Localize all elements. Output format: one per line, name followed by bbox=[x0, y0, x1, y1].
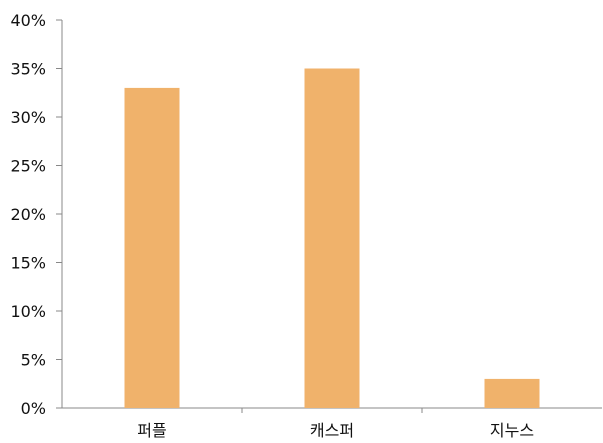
bar-2 bbox=[304, 68, 360, 408]
y-tick-label: 15% bbox=[10, 254, 46, 273]
x-category-label: 퍼플 bbox=[137, 421, 166, 440]
y-axis-ticks: 0% 5% 10% 15% 20% 25% 30% 35% 40% bbox=[10, 11, 62, 418]
y-tick-label: 10% bbox=[10, 302, 46, 321]
bar-series bbox=[124, 68, 540, 409]
x-category-label: 지누스 bbox=[490, 421, 534, 440]
y-tick-label: 5% bbox=[21, 351, 46, 370]
y-tick-label: 0% bbox=[21, 399, 46, 418]
bar-3 bbox=[484, 378, 540, 408]
y-tick-label: 35% bbox=[10, 60, 46, 79]
y-tick-label: 30% bbox=[10, 108, 46, 127]
y-tick-label: 25% bbox=[10, 157, 46, 176]
x-axis-ticks bbox=[241, 408, 423, 413]
x-category-label: 캐스퍼 bbox=[310, 421, 354, 440]
y-tick-label: 40% bbox=[10, 11, 46, 30]
bar-1 bbox=[124, 87, 180, 409]
y-tick-label: 20% bbox=[10, 205, 46, 224]
x-axis-labels: 퍼플 캐스퍼 지누스 bbox=[137, 421, 534, 440]
